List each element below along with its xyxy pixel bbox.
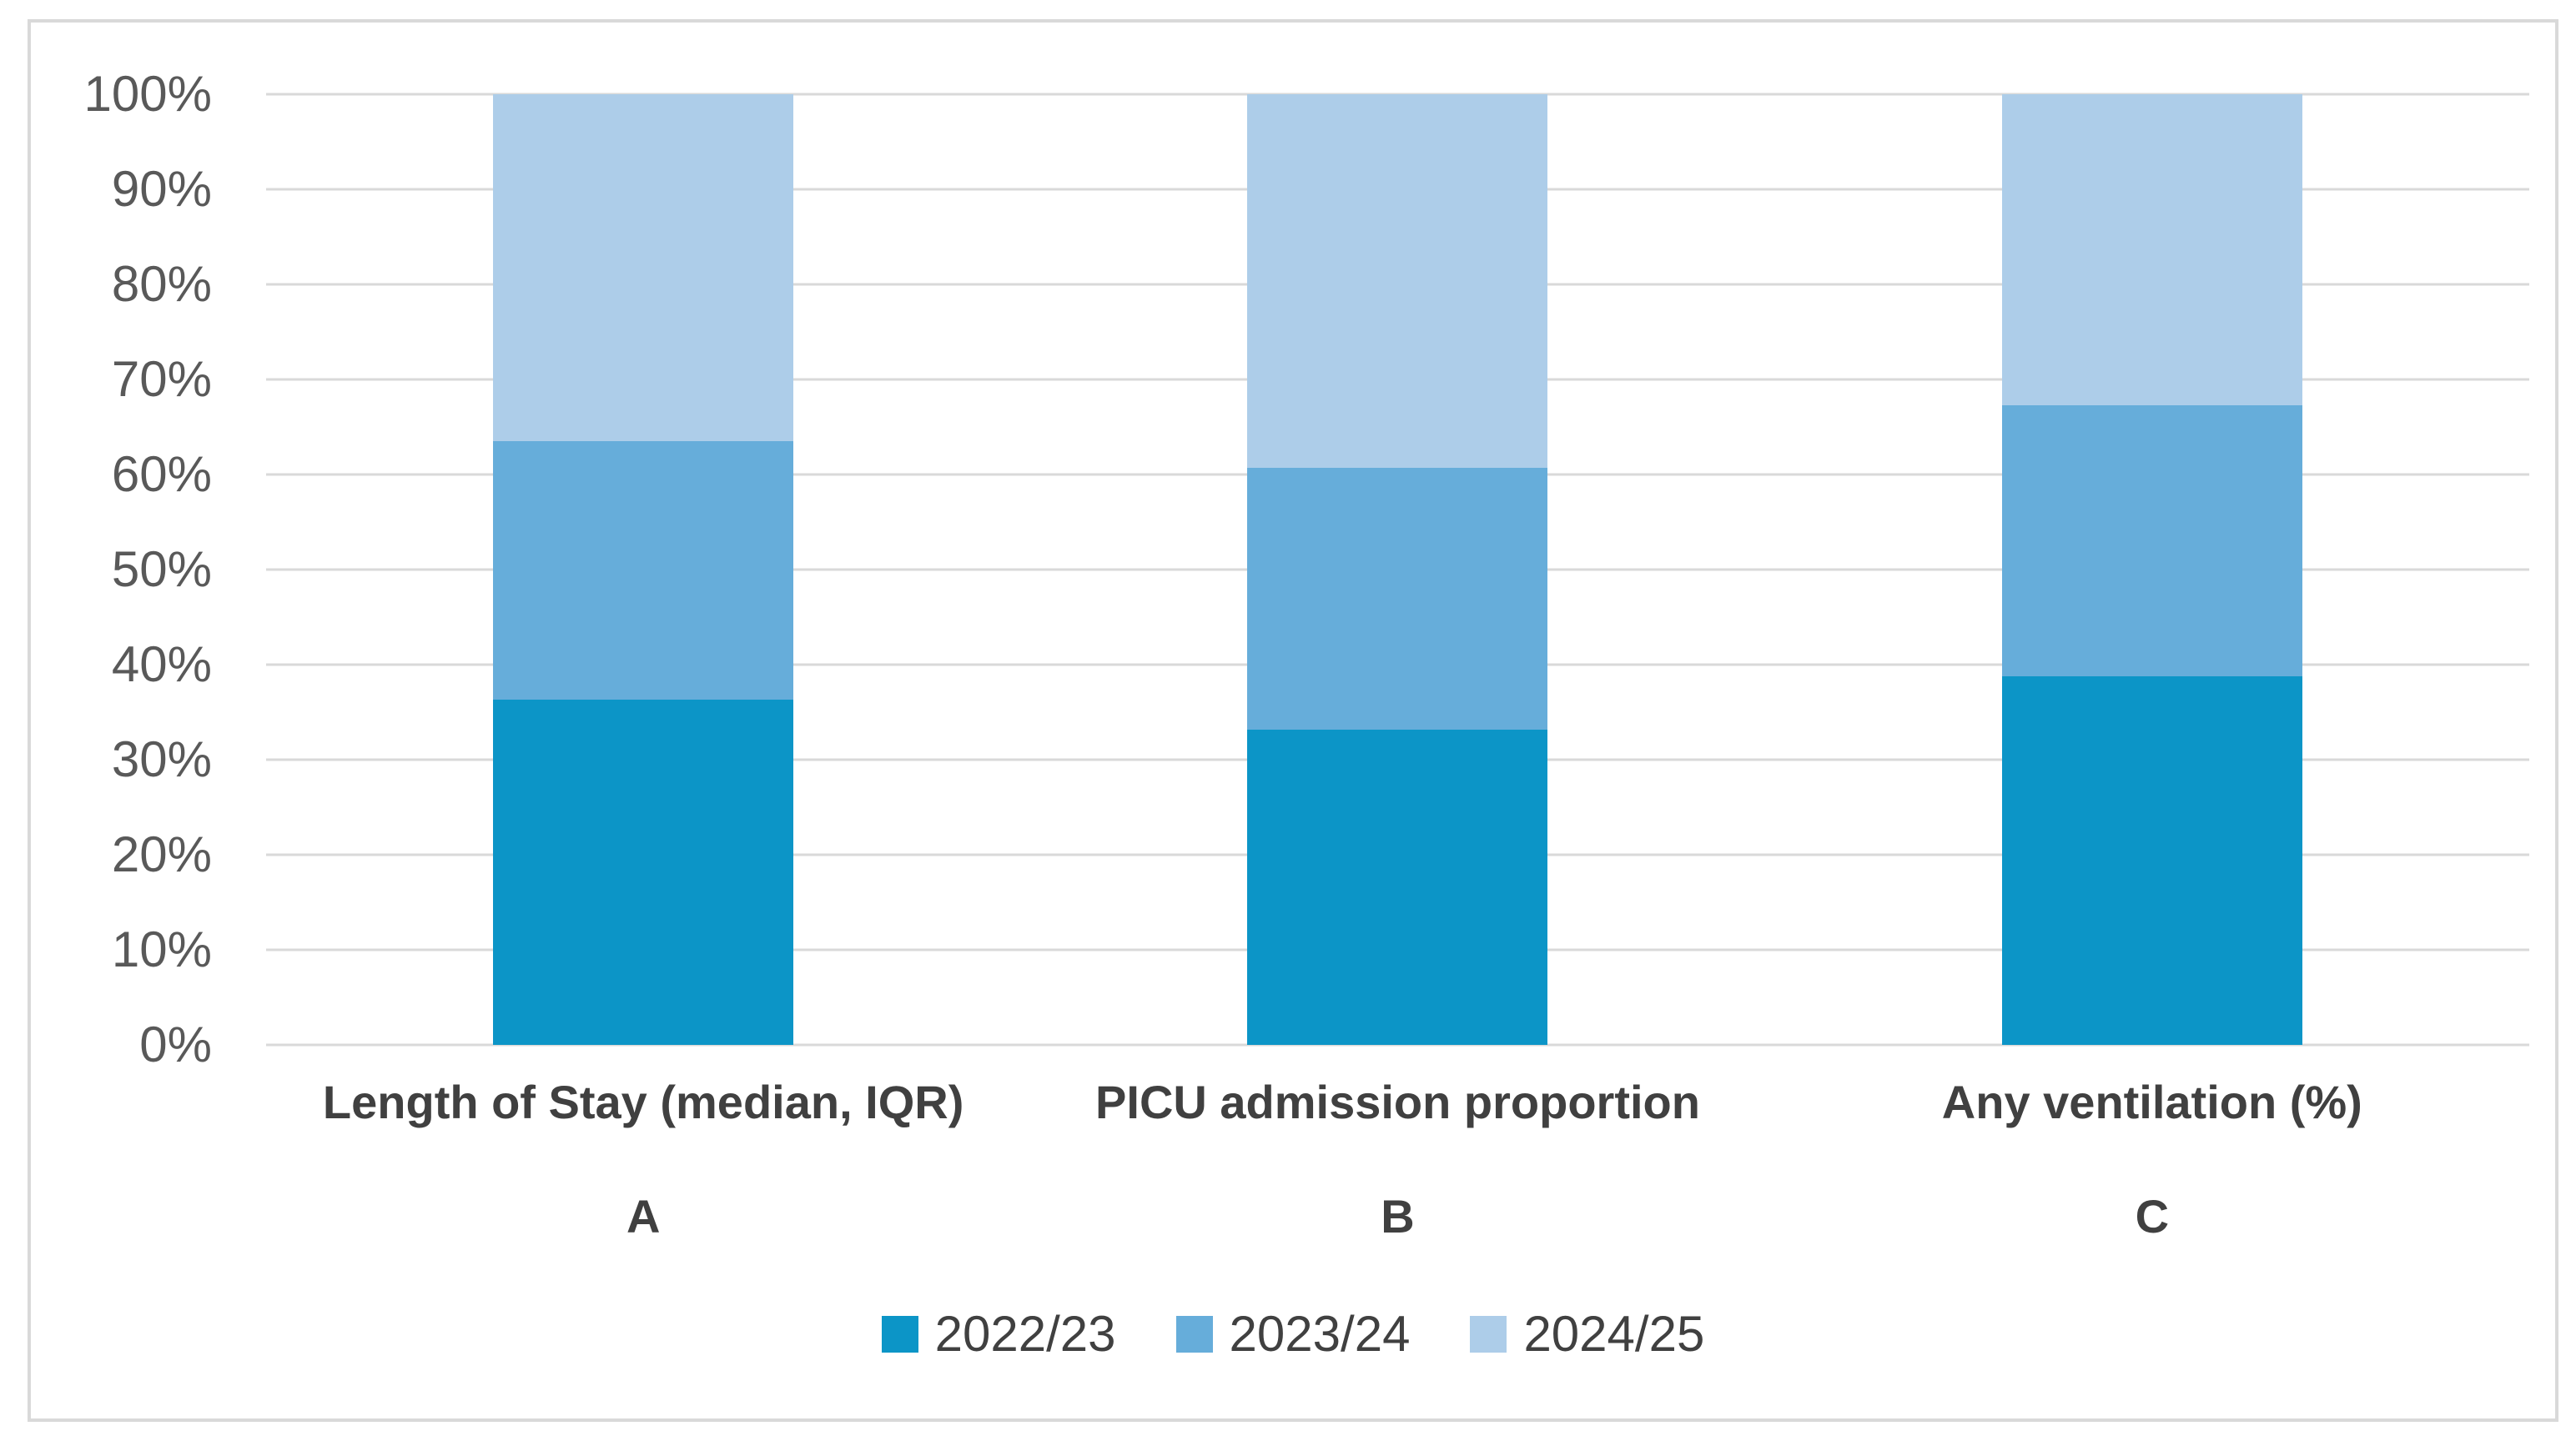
bars-container	[266, 94, 2529, 1045]
bar-c-segment-2022-23[interactable]	[2001, 675, 2302, 1045]
chart-frame: 100% 90% 80% 70% 60% 50% 40% 30% 20% 10%…	[28, 19, 2558, 1422]
y-tick-label-0: 0%	[139, 1017, 212, 1072]
category-label-row: Length of Stay (median, IQR) PICU admiss…	[266, 1073, 2529, 1132]
category-slot-a	[266, 94, 1020, 1045]
category-sublabel-a: A	[626, 1190, 661, 1243]
category-sublabel-b: B	[1381, 1190, 1415, 1243]
bar-any-ventilation	[2001, 94, 2302, 1045]
category-slot-c	[1775, 94, 2529, 1045]
bar-picu-admission	[1247, 94, 1548, 1045]
legend-swatch-2023-24	[1175, 1316, 1213, 1353]
y-axis: 100% 90% 80% 70% 60% 50% 40% 30% 20% 10%…	[31, 69, 212, 1070]
bar-b-segment-2024-25[interactable]	[1247, 94, 1548, 469]
bar-c-segment-2024-25[interactable]	[2001, 94, 2302, 405]
y-tick-label-80: 80%	[111, 256, 212, 312]
category-sublabel-row: A B C	[266, 1187, 2529, 1246]
legend-item-2022-23[interactable]: 2022/23	[881, 1306, 1116, 1362]
y-tick-label-40: 40%	[111, 636, 212, 692]
gridline-0	[266, 1043, 2529, 1047]
y-tick-label-20: 20%	[111, 826, 212, 882]
category-label-length-of-stay: Length of Stay (median, IQR)	[322, 1076, 964, 1128]
y-tick-label-60: 60%	[111, 446, 212, 502]
y-tick-label-100: 100%	[83, 66, 212, 122]
bar-a-segment-2023-24[interactable]	[493, 441, 794, 700]
bar-b-segment-2022-23[interactable]	[1247, 729, 1548, 1045]
y-tick-label-10: 10%	[111, 921, 212, 977]
legend-label-2024-25: 2024/25	[1523, 1306, 1705, 1362]
legend-item-2024-25[interactable]: 2024/25	[1470, 1309, 1704, 1359]
legend-swatch-2022-23	[881, 1316, 918, 1353]
legend-label-2023-24: 2023/24	[1229, 1306, 1411, 1362]
bar-b-segment-2023-24[interactable]	[1247, 468, 1548, 730]
bar-length-of-stay	[493, 94, 794, 1045]
y-tick-label-50: 50%	[111, 541, 212, 597]
y-tick-label-30: 30%	[111, 731, 212, 787]
gridline-100	[266, 93, 2529, 96]
bar-a-segment-2022-23[interactable]	[493, 700, 794, 1045]
bar-c-segment-2023-24[interactable]	[2001, 404, 2302, 676]
legend-swatch-2024-25	[1470, 1316, 1507, 1353]
category-slot-b	[1020, 94, 1774, 1045]
legend-item-2023-24[interactable]: 2023/24	[1175, 1306, 1411, 1362]
bar-a-segment-2024-25[interactable]	[493, 94, 794, 442]
category-label-any-ventilation: Any ventilation (%)	[1941, 1076, 2362, 1128]
y-tick-label-70: 70%	[111, 351, 212, 407]
plot-area	[266, 93, 2529, 1047]
category-label-picu-admission: PICU admission proportion	[1095, 1076, 1700, 1128]
y-tick-label-90: 90%	[111, 161, 212, 217]
legend: 2022/23 2023/24 2024/25	[31, 1301, 2555, 1368]
legend-label-2022-23: 2022/23	[934, 1306, 1116, 1362]
category-sublabel-c: C	[2135, 1190, 2170, 1243]
